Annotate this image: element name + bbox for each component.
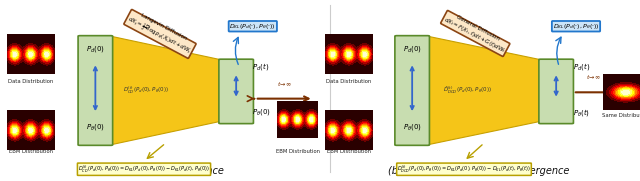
Text: $P_d(t)$: $P_d(t)$ bbox=[252, 62, 269, 72]
Text: $D_{DCD}^{(t)}(P_d(0),P_\theta(0)) = D_{KL}(P_d(0),P_\theta(0)) - D_{KL}(P_d(t),: $D_{DCD}^{(t)}(P_d(0),P_\theta(0)) = D_{… bbox=[397, 164, 531, 175]
Text: $P_\theta(0)$: $P_\theta(0)$ bbox=[86, 122, 105, 132]
FancyBboxPatch shape bbox=[395, 36, 429, 145]
Text: $D_{CD}^{(t)}(P_d(0),P_\theta(0))$: $D_{CD}^{(t)}(P_d(0),P_\theta(0))$ bbox=[123, 85, 169, 96]
Text: Data Distribution: Data Distribution bbox=[326, 79, 371, 84]
Text: EBM Distribution: EBM Distribution bbox=[276, 149, 319, 154]
Polygon shape bbox=[428, 36, 541, 145]
Text: $t\!\to\!\infty$: $t\!\to\!\infty$ bbox=[277, 80, 291, 88]
Text: $t\!\to\!\infty$: $t\!\to\!\infty$ bbox=[586, 73, 601, 81]
Text: $D_{CD}^{(t)}(P_d(0),P_\theta(0)) = D_{KL}(P_d(0),P_\theta(0)) - D_{KL}(P_d(t),P: $D_{CD}^{(t)}(P_d(0),P_\theta(0)) = D_{K… bbox=[78, 164, 210, 175]
Text: Data Distribution: Data Distribution bbox=[8, 79, 53, 84]
Text: EBM Distribution: EBM Distribution bbox=[9, 149, 52, 154]
Text: $P_d(t)$: $P_d(t)$ bbox=[573, 62, 590, 72]
Polygon shape bbox=[111, 36, 221, 145]
Text: $P_\theta(t)$: $P_\theta(t)$ bbox=[573, 107, 590, 118]
Text: $\hat{D}_{DCD}^{(t)}(P_d(0),P_\theta(0))$: $\hat{D}_{DCD}^{(t)}(P_d(0),P_\theta(0))… bbox=[443, 85, 492, 96]
Text: EBM Distribution: EBM Distribution bbox=[327, 149, 371, 154]
FancyBboxPatch shape bbox=[78, 36, 113, 145]
Text: $P_d(0)$: $P_d(0)$ bbox=[403, 44, 422, 54]
Text: $D_{KL}(P_d(\cdot),P_\theta(\cdot))$: $D_{KL}(P_d(\cdot),P_\theta(\cdot))$ bbox=[229, 22, 276, 31]
Text: $D_{KL}(P_d(\cdot),P_\theta(\cdot))$: $D_{KL}(P_d(\cdot),P_\theta(\cdot))$ bbox=[552, 22, 600, 31]
Text: (b)  Diffusion Contrastive Divergence: (b) Diffusion Contrastive Divergence bbox=[388, 166, 570, 176]
FancyBboxPatch shape bbox=[539, 59, 573, 124]
FancyBboxPatch shape bbox=[219, 59, 253, 124]
Text: General Diffusion
$dX_t = F(X_t,t)dt + G(t)dW_t$: General Diffusion $dX_t = F(X_t,t)dt + G… bbox=[442, 10, 510, 56]
Text: Langevin Diffusion
$dX_t = \frac{1}{2}\nabla\!\log p_\theta(X_t)dt + dW_t$: Langevin Diffusion $dX_t = \frac{1}{2}\n… bbox=[125, 8, 196, 57]
Text: $P_\theta(0)$: $P_\theta(0)$ bbox=[403, 122, 422, 132]
Text: $P_d(0)$: $P_d(0)$ bbox=[86, 44, 105, 54]
Text: (a)  Contrastive Divergence: (a) Contrastive Divergence bbox=[90, 166, 224, 176]
Text: Same Distribution: Same Distribution bbox=[602, 113, 640, 118]
Text: $P_\theta(0)$: $P_\theta(0)$ bbox=[252, 107, 271, 117]
